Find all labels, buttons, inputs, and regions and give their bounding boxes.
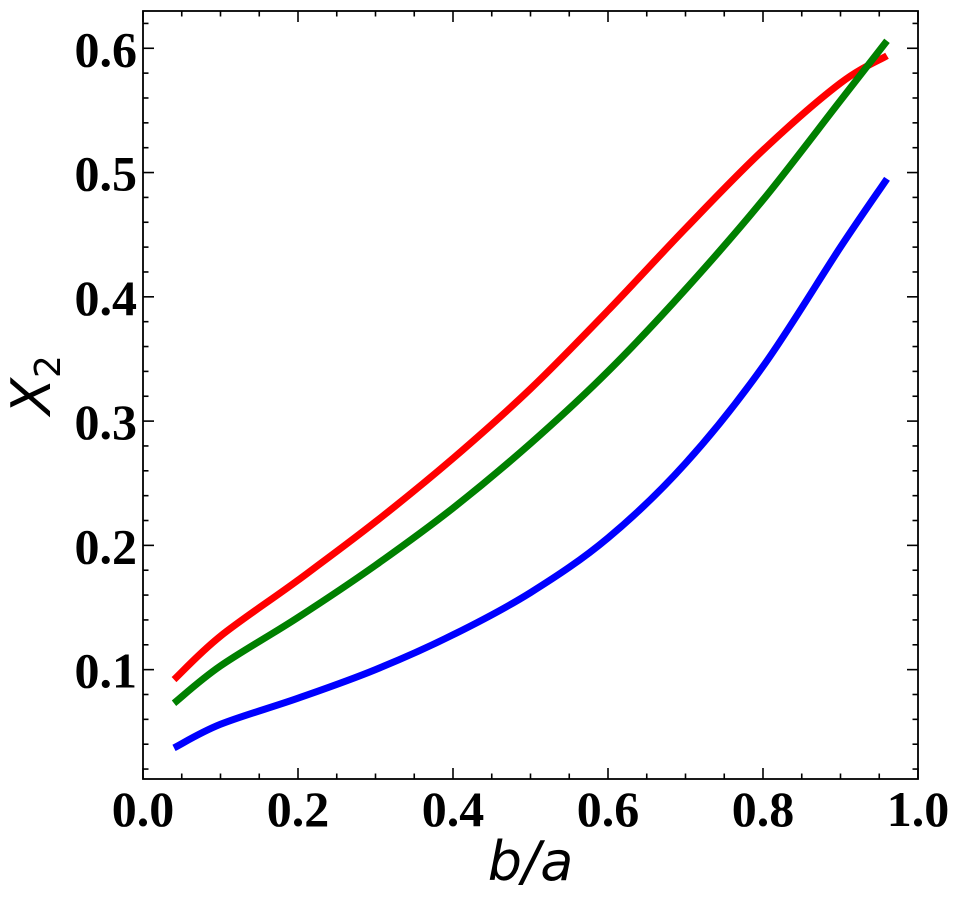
x-tick-label: 0.8 [732, 781, 795, 837]
y-tick-label: 0.6 [75, 21, 138, 77]
ticks-layer [142, 11, 919, 779]
series-line-3 [172, 176, 890, 752]
x-tick-label: 0.6 [577, 781, 640, 837]
x-tick-label: 0.4 [422, 781, 485, 837]
series-line-1 [171, 52, 889, 683]
labels-layer: 0.0 0.2 0.4 0.6 0.8 1.0 0.1 0.2 0.3 0.4 0.5 0.6 [75, 21, 950, 837]
x-axis-title: b/a [488, 830, 574, 893]
y-tick-label: 0.4 [75, 270, 138, 326]
x-tick-label: 0.0 [112, 781, 175, 837]
y-tick-label: 0.1 [75, 643, 138, 699]
x-tick-label: 0.2 [267, 781, 330, 837]
x-tick-label: 1.0 [887, 781, 950, 837]
y-axis-title: X2 [0, 355, 69, 418]
y-tick-label: 0.2 [75, 518, 138, 574]
y-axis-title-main: X [0, 377, 63, 418]
y-tick-label: 0.3 [75, 394, 138, 450]
plot-frame [142, 10, 919, 780]
y-axis-title-subscript: 2 [28, 355, 69, 378]
series-line-2 [171, 38, 890, 706]
y-tick-label: 0.5 [75, 146, 138, 202]
series-layer [171, 38, 890, 752]
